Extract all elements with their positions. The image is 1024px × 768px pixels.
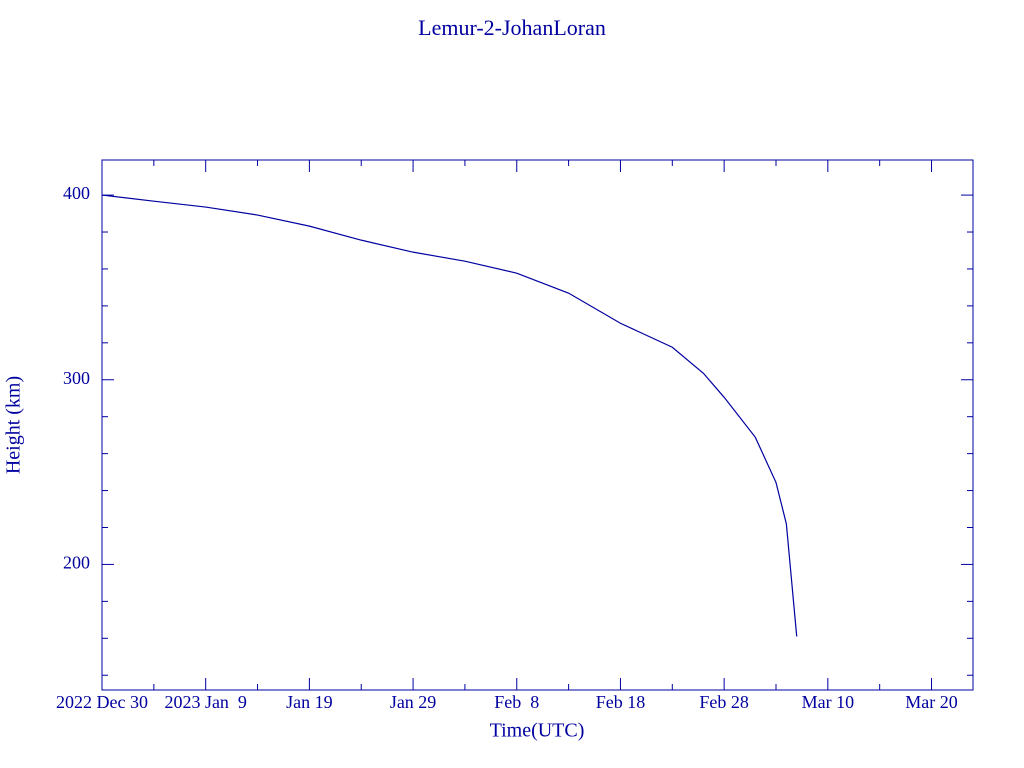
x-tick-label: 2023 Jan 9 xyxy=(164,692,247,712)
y-tick-label: 400 xyxy=(63,183,90,203)
x-tick-label: Feb 18 xyxy=(596,692,646,712)
y-axis-label: Height (km) xyxy=(3,376,25,474)
x-tick-label: Jan 19 xyxy=(286,692,333,712)
y-tick-label: 300 xyxy=(63,368,90,388)
x-tick-label: Jan 29 xyxy=(390,692,437,712)
y-tick-label: 200 xyxy=(63,553,90,573)
data-line xyxy=(101,194,798,637)
x-tick-label: Feb 28 xyxy=(699,692,749,712)
x-tick-label: Feb 8 xyxy=(494,692,539,712)
x-tick-label: Mar 10 xyxy=(802,692,855,712)
chart-title: Lemur-2-JohanLoran xyxy=(418,15,606,40)
x-tick-label: Mar 20 xyxy=(905,692,958,712)
plot-frame xyxy=(101,159,974,691)
x-axis-label: Time(UTC) xyxy=(490,720,585,742)
x-tick-label: 2022 Dec 30 xyxy=(56,692,148,712)
